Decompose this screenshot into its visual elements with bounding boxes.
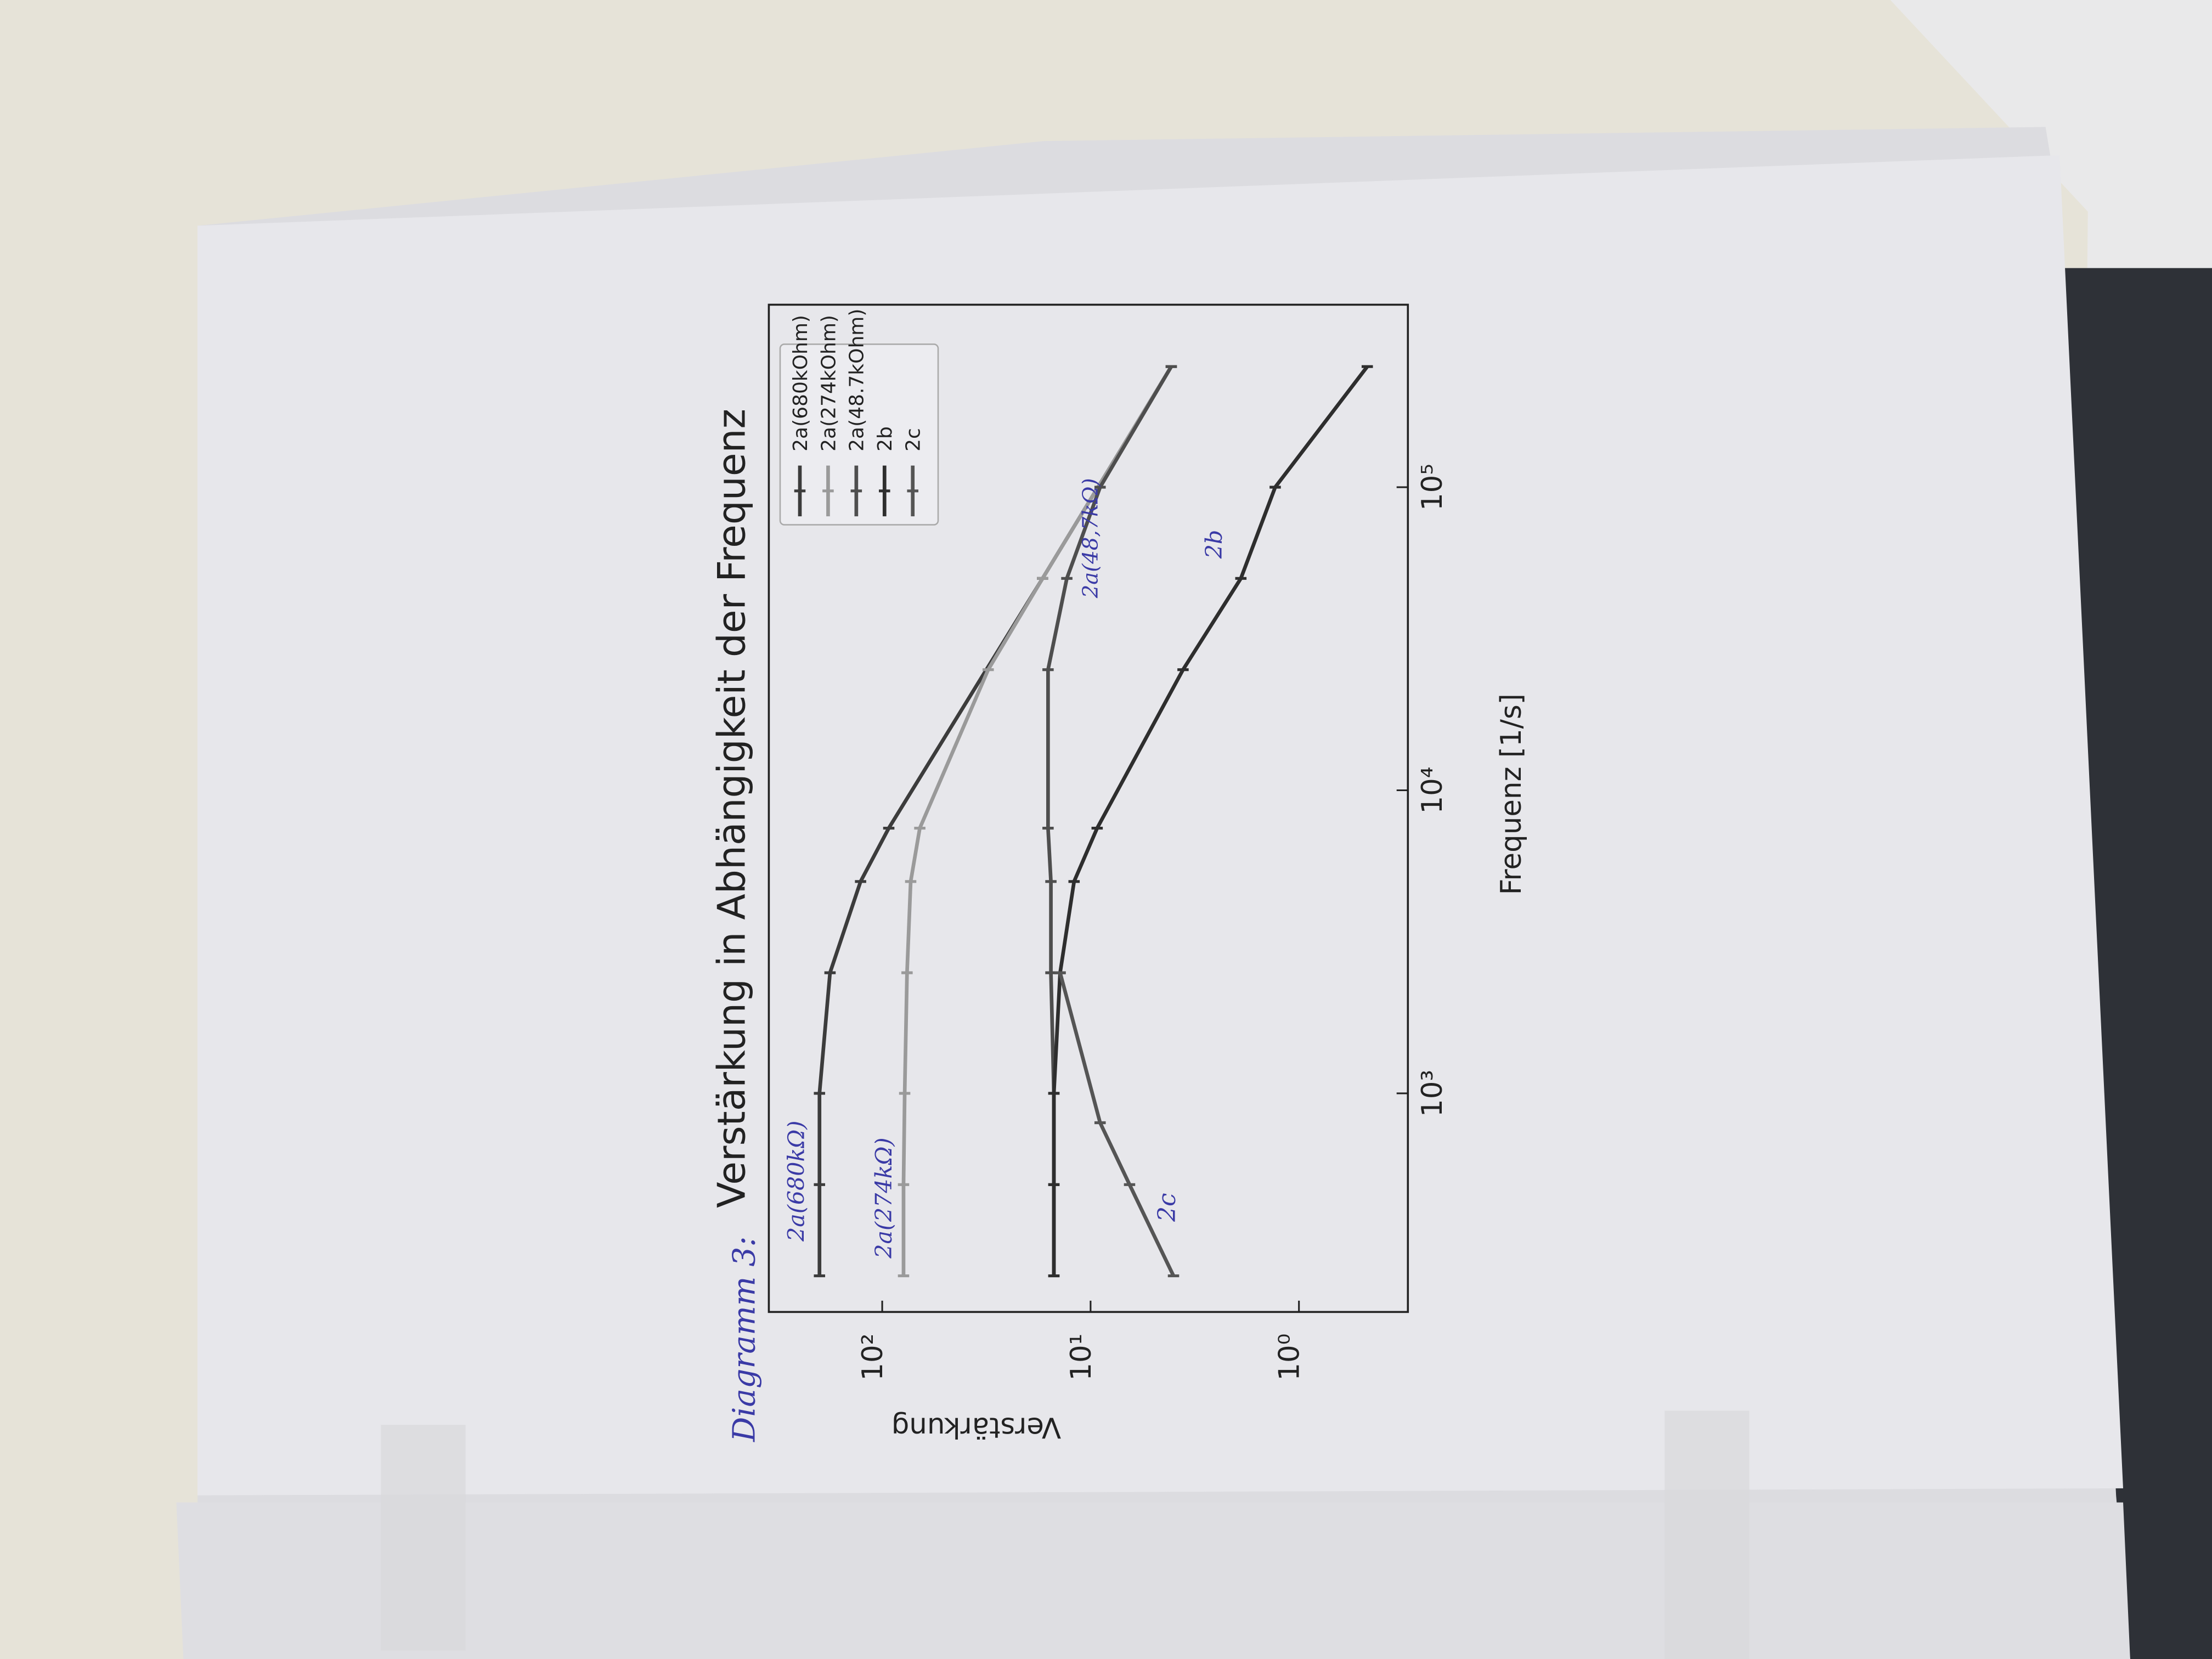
legend-label: 2b (874, 426, 896, 452)
x-tick-label: 10⁵ (1416, 464, 1449, 511)
tape (381, 1425, 466, 1651)
handwritten-note: 2a(680kΩ) (783, 1121, 810, 1242)
y-axis-label: Verstärkung (891, 1410, 1062, 1443)
y-tick-label: 10² (856, 1334, 889, 1381)
lower-page (176, 1502, 2130, 1659)
series-line (1052, 365, 1369, 1276)
chart-title: Verstärkung in Abhängigkeit der Frequenz (710, 409, 754, 1208)
y-tick-label: 10⁰ (1273, 1334, 1306, 1381)
x-tick-label: 10⁴ (1416, 766, 1449, 814)
chart: 10³ 10⁴ 10⁵ 10⁰ 10¹ 10² Verstärkung in Abhängi… (710, 303, 1528, 1443)
handwritten-note: Diagramm 3: (726, 1237, 763, 1442)
x-axis-label: Frequenz [1/s] (1495, 693, 1528, 895)
y-tick-label: 10¹ (1065, 1334, 1098, 1381)
handwritten-note: 2a(48,7kΩ) (1079, 478, 1103, 599)
handwritten-note: 2b (1201, 530, 1227, 560)
plot-frame (768, 303, 1409, 1313)
legend-label: 2a(48.7kOhm) (846, 309, 868, 452)
paper (198, 155, 2123, 1496)
handwritten-note: 2a(274kΩ) (871, 1137, 897, 1259)
dark-cloth (2052, 268, 2212, 1659)
legend-label: 2a(680kOhm) (789, 315, 812, 452)
legend-box (779, 343, 939, 526)
tape (1664, 1410, 1750, 1659)
handwritten-note: 2c (1153, 1193, 1181, 1222)
x-tick-label: 10³ (1416, 1070, 1449, 1117)
legend-label: 2a(274kOhm) (817, 315, 840, 452)
series-line (1058, 972, 1176, 1277)
legend-label: 2c (902, 428, 925, 452)
